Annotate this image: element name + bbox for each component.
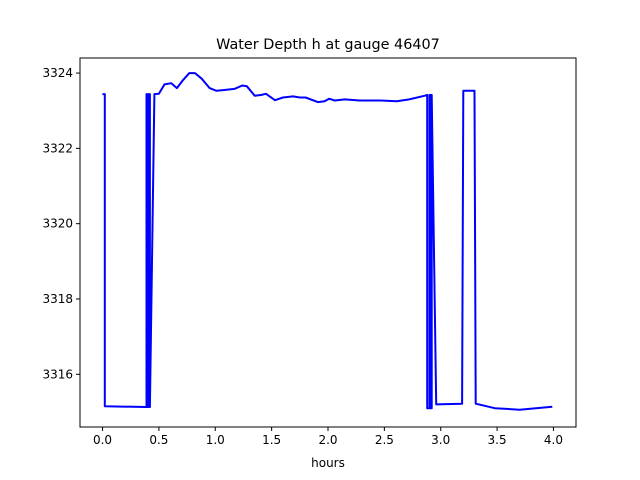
- x-tick-label: 2.5: [375, 433, 394, 447]
- x-axis-label: hours: [311, 456, 345, 470]
- x-tick-label: 3.0: [431, 433, 450, 447]
- x-tick-label: 1.0: [206, 433, 225, 447]
- x-tick-label: 0.5: [149, 433, 168, 447]
- y-tick-label: 3318: [42, 292, 73, 306]
- y-tick-label: 3322: [42, 141, 73, 155]
- y-tick-label: 3324: [42, 66, 73, 80]
- x-axis: 0.0 0.5 1.0 1.5 2.0 2.5 3.0 3.5 4.0: [93, 427, 563, 447]
- x-tick-label: 4.0: [544, 433, 563, 447]
- chart-title: Water Depth h at gauge 46407: [216, 37, 440, 53]
- y-tick-label: 3320: [42, 217, 73, 231]
- plot-area: [102, 72, 553, 411]
- x-tick-label: 1.5: [262, 433, 281, 447]
- y-tick-label: 3316: [42, 367, 73, 381]
- y-axis: 3316 3318 3320 3322 3324: [42, 66, 80, 381]
- x-tick-label: 0.0: [93, 433, 112, 447]
- x-tick-label: 2.0: [318, 433, 337, 447]
- series-line-h: [102, 72, 553, 411]
- x-tick-label: 3.5: [488, 433, 507, 447]
